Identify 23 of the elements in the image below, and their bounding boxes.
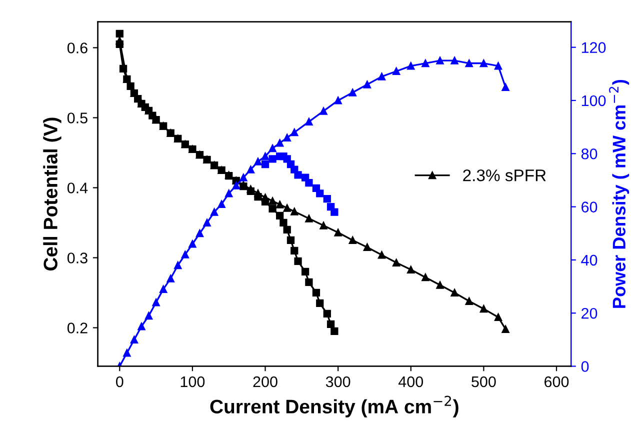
- y-axis-title: Cell Potential (V): [43, 118, 62, 270]
- y-tick-label: 0.2: [67, 322, 88, 334]
- y-tick-label: 0.6: [67, 42, 88, 54]
- y2-tick-label: 80: [581, 148, 598, 160]
- y-tick-label: 0.3: [67, 252, 88, 264]
- x-tick-label: 0: [116, 376, 124, 388]
- legend-label: 2.3% sPFR: [463, 169, 546, 182]
- y2-tick-label: 0: [581, 361, 589, 372]
- y2-tick-label: 100: [582, 95, 606, 106]
- y2-tick-label: 40: [581, 254, 598, 266]
- x-tick-label: 200: [253, 376, 278, 388]
- y2-axis-title: Power Density ( mW cm$^{−2}$): [609, 80, 630, 308]
- x-tick-label: 100: [180, 376, 205, 388]
- y2-tick-label: 20: [582, 308, 598, 319]
- x-axis-title: Current Density (mA cm$^{−2}$): [210, 396, 458, 418]
- y-tick-label: 0.4: [67, 182, 88, 194]
- x-tick-label: 600: [544, 376, 569, 388]
- y2-tick-label: 120: [582, 42, 606, 53]
- y2-tick-label: 60: [582, 202, 598, 212]
- x-tick-label: 300: [326, 376, 350, 388]
- x-tick-label: 500: [472, 376, 496, 388]
- y-tick-label: 0.5: [67, 112, 88, 124]
- x-tick-label: 400: [398, 376, 424, 388]
